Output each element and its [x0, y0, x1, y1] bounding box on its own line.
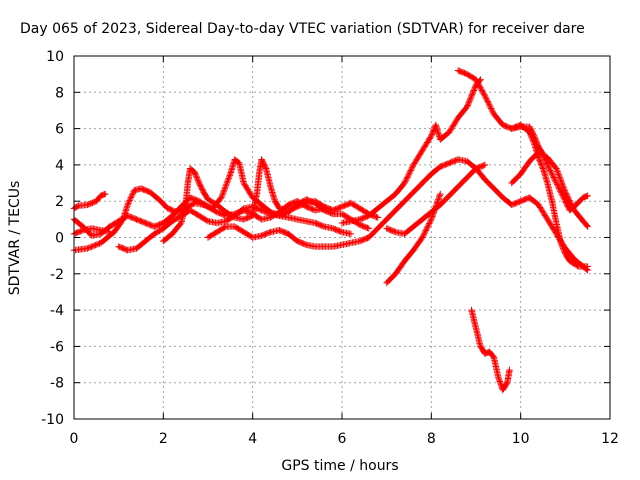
y-tick-label: -10 [41, 412, 64, 428]
marker-trace [204, 156, 591, 274]
y-tick-label: 6 [55, 122, 64, 138]
y-tick-label: -2 [50, 267, 64, 283]
marker-trace [508, 121, 591, 270]
series-sat-e [115, 203, 355, 254]
marker-trace [383, 161, 489, 238]
x-tick-label: 8 [427, 431, 436, 447]
series-sat-n [468, 306, 513, 394]
y-tick-label: 4 [55, 158, 64, 174]
marker-trace [383, 190, 444, 287]
data-points [70, 67, 591, 394]
series-sat-g [204, 156, 591, 274]
y-axis-title: SDTVAR / TECUs [7, 181, 23, 296]
marker-trace [115, 203, 355, 254]
y-tick-label: 0 [55, 231, 64, 247]
x-tick-label: 12 [601, 431, 619, 447]
chart-title: Day 065 of 2023, Sidereal Day-to-day VTE… [20, 21, 585, 37]
x-tick-label: 10 [512, 431, 530, 447]
marker-trace [160, 156, 381, 245]
series-sat-m [508, 121, 591, 270]
y-tick-label: -6 [50, 339, 64, 355]
y-tick-label: 8 [55, 85, 64, 101]
axis-ticks: 0 2 4 6 8 10 12 -10 -8 -6 -4 -2 0 2 4 6 8 10 [41, 49, 619, 447]
marker-trace [508, 149, 591, 230]
series-sat-j [383, 161, 489, 238]
x-axis-title: GPS time / hours [281, 458, 398, 474]
series-sat-f [160, 156, 381, 245]
series-sat-h [338, 76, 484, 227]
series-sat-i [383, 190, 444, 287]
y-tick-label: -8 [50, 376, 64, 392]
y-tick-label: -4 [50, 303, 64, 319]
x-tick-label: 6 [338, 431, 347, 447]
y-tick-label: 2 [55, 194, 64, 210]
series-sat-l [508, 149, 591, 230]
x-tick-label: 4 [248, 431, 257, 447]
x-tick-label: 2 [159, 431, 168, 447]
marker-trace [338, 76, 484, 227]
grid [74, 56, 610, 419]
marker-trace [468, 306, 513, 394]
y-tick-label: 10 [46, 49, 64, 65]
x-tick-label: 0 [70, 431, 79, 447]
